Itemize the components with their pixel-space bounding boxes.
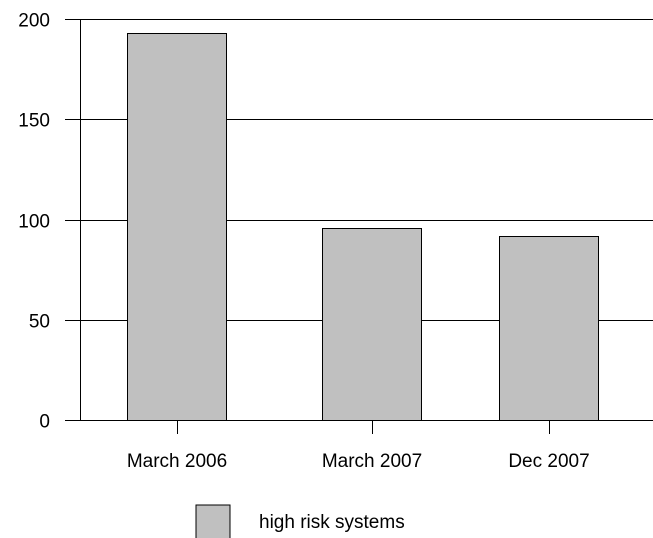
legend-label: high risk systems (259, 512, 405, 533)
y-tick-label: 0 (39, 412, 50, 433)
bar (499, 236, 599, 421)
legend: high risk systems (195, 504, 405, 538)
y-tick-label: 100 (18, 212, 50, 233)
x-axis-ticks: March 2006 March 2007 Dec 2007 (127, 420, 590, 472)
bar (127, 33, 227, 421)
y-tick-label: 150 (18, 111, 50, 132)
legend-swatch (195, 504, 231, 538)
x-tick-label: March 2006 (127, 451, 227, 472)
y-tick-label: 50 (29, 312, 50, 333)
y-tick-label: 200 (18, 11, 50, 32)
bars (127, 33, 599, 421)
x-tick-label: Dec 2007 (508, 451, 589, 472)
x-tick-label: March 2007 (322, 451, 422, 472)
bar (322, 228, 422, 421)
y-axis-ticks: 0 50 100 150 200 (18, 11, 80, 433)
axes (65, 19, 653, 421)
